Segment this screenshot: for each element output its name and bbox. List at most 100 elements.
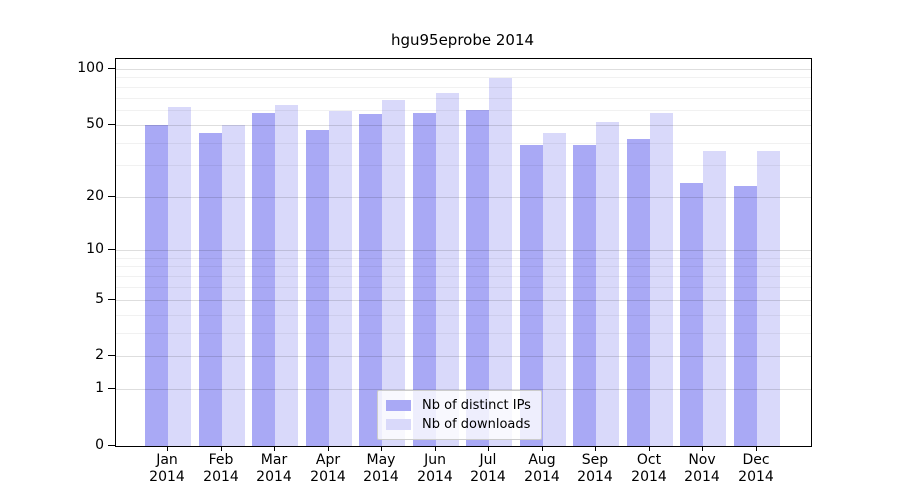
y-tick-mark-0 bbox=[108, 445, 115, 446]
bar-distinct-ips-jun bbox=[412, 112, 436, 446]
x-tick-mark-aug bbox=[542, 446, 543, 451]
legend-swatch-downloads bbox=[386, 419, 411, 430]
bar-downloads-jul bbox=[489, 78, 512, 446]
x-tick-label-year: 2014 bbox=[577, 469, 613, 485]
gridline-minor-30 bbox=[116, 165, 811, 167]
bar-downloads-sep bbox=[596, 121, 619, 446]
y-tick-label-10: 10 bbox=[86, 241, 104, 257]
x-tick-label-month: Aug bbox=[528, 452, 556, 468]
x-tick-mark-may bbox=[381, 446, 382, 451]
y-tick-label-20: 20 bbox=[86, 188, 104, 204]
x-tick-label-month: Jan bbox=[156, 452, 178, 468]
bar-downloads-jun bbox=[435, 93, 459, 446]
x-tick-label-year: 2014 bbox=[363, 469, 399, 485]
y-tick-mark-1 bbox=[108, 388, 115, 389]
legend-swatch-distinct-ips bbox=[386, 400, 411, 411]
x-tick-label-dec: Dec 2014 bbox=[716, 452, 796, 486]
x-tick-label-year: 2014 bbox=[524, 469, 560, 485]
x-tick-label-apr: Apr 2014 bbox=[288, 452, 368, 486]
y-tick-label-0: 0 bbox=[95, 437, 104, 453]
x-tick-label-year: 2014 bbox=[149, 469, 185, 485]
x-tick-label-month: Dec bbox=[742, 452, 770, 468]
x-tick-label-jun: Jun 2014 bbox=[395, 452, 475, 486]
bar-downloads-jan bbox=[168, 107, 191, 446]
bar-distinct-ips-jan bbox=[145, 124, 168, 446]
x-tick-label-oct: Oct 2014 bbox=[609, 452, 689, 486]
x-tick-mark-apr bbox=[328, 446, 329, 451]
bar-distinct-ips-nov bbox=[680, 182, 703, 446]
x-tick-label-month: Nov bbox=[688, 452, 716, 468]
gridline-major-100 bbox=[116, 68, 811, 70]
y-tick-mark-100 bbox=[108, 68, 115, 69]
bar-distinct-ips-feb bbox=[198, 133, 222, 446]
gridline-minor-70 bbox=[116, 97, 811, 99]
gridline-minor-40 bbox=[116, 142, 811, 144]
x-tick-mark-jun bbox=[435, 446, 436, 451]
x-tick-label-month: Feb bbox=[208, 452, 234, 468]
y-tick-mark-10 bbox=[108, 249, 115, 250]
gridline-major-5 bbox=[116, 299, 811, 301]
legend-label-distinct-ips: Nb of distinct IPs bbox=[422, 398, 531, 413]
y-tick-mark-20 bbox=[108, 196, 115, 197]
gridline-minor-6 bbox=[116, 287, 811, 288]
bar-downloads-may bbox=[382, 99, 405, 446]
gridline-major-50 bbox=[116, 124, 811, 126]
chart-title: hgu95eprobe 2014 bbox=[390, 31, 535, 49]
gridline-minor-7 bbox=[116, 276, 811, 277]
x-tick-label-year: 2014 bbox=[684, 469, 720, 485]
bar-distinct-ips-sep bbox=[573, 144, 596, 446]
x-tick-label-jan: Jan 2014 bbox=[127, 452, 207, 486]
gridline-major-1 bbox=[116, 389, 811, 391]
x-tick-label-nov: Nov 2014 bbox=[662, 452, 742, 486]
gridline-minor-3 bbox=[116, 332, 811, 334]
x-tick-mark-nov bbox=[702, 446, 703, 451]
plot-area bbox=[115, 58, 812, 447]
bar-distinct-ips-aug bbox=[519, 144, 543, 446]
x-tick-label-month: Oct bbox=[636, 452, 662, 468]
gridline-minor-9 bbox=[116, 257, 811, 259]
x-tick-label-sep: Sep 2014 bbox=[555, 452, 635, 486]
gridline-minor-8 bbox=[116, 266, 811, 268]
x-tick-label-feb: Feb 2014 bbox=[181, 452, 261, 486]
gridline-minor-90 bbox=[116, 77, 811, 79]
gridline-minor-80 bbox=[116, 86, 811, 88]
bar-downloads-dec bbox=[756, 150, 780, 446]
bar-distinct-ips-mar bbox=[252, 112, 275, 446]
legend-label-downloads: Nb of downloads bbox=[422, 417, 531, 432]
x-tick-label-month: Apr bbox=[315, 452, 341, 468]
y-tick-label-50: 50 bbox=[86, 116, 104, 132]
legend: Nb of distinct IPs Nb of downloads bbox=[377, 390, 542, 440]
x-tick-label-month: Mar bbox=[260, 452, 288, 468]
x-tick-mark-sep bbox=[595, 446, 596, 451]
gridline-minor-4 bbox=[116, 314, 811, 316]
y-tick-mark-2 bbox=[108, 355, 115, 356]
x-tick-label-mar: Mar 2014 bbox=[234, 452, 314, 486]
x-tick-mark-mar bbox=[274, 446, 275, 451]
bar-distinct-ips-jul bbox=[466, 110, 489, 446]
bar-distinct-ips-oct bbox=[626, 138, 650, 446]
gridline-major-10 bbox=[116, 250, 811, 251]
x-tick-label-year: 2014 bbox=[203, 469, 239, 485]
legend-entry-distinct-ips: Nb of distinct IPs bbox=[386, 396, 531, 415]
bar-downloads-mar bbox=[275, 104, 298, 446]
x-tick-label-month: Sep bbox=[581, 452, 609, 468]
gridline-major-2 bbox=[116, 356, 811, 358]
gridline-major-20 bbox=[116, 197, 811, 199]
y-tick-mark-50 bbox=[108, 124, 115, 125]
gridline-minor-60 bbox=[116, 110, 811, 111]
bar-distinct-ips-dec bbox=[733, 186, 757, 446]
bar-distinct-ips-may bbox=[359, 114, 382, 446]
bar-downloads-feb bbox=[221, 124, 245, 446]
x-tick-label-month: Jul bbox=[479, 452, 497, 468]
x-tick-mark-feb bbox=[221, 446, 222, 451]
y-tick-label-1: 1 bbox=[95, 380, 104, 396]
x-tick-label-jul: Jul 2014 bbox=[448, 452, 528, 486]
x-tick-label-month: May bbox=[366, 452, 396, 468]
x-tick-mark-jan bbox=[167, 446, 168, 451]
y-tick-label-2: 2 bbox=[95, 347, 104, 363]
bar-downloads-oct bbox=[649, 112, 673, 446]
bar-distinct-ips-apr bbox=[305, 129, 329, 446]
y-tick-label-100: 100 bbox=[77, 60, 104, 76]
x-tick-mark-dec bbox=[756, 446, 757, 451]
